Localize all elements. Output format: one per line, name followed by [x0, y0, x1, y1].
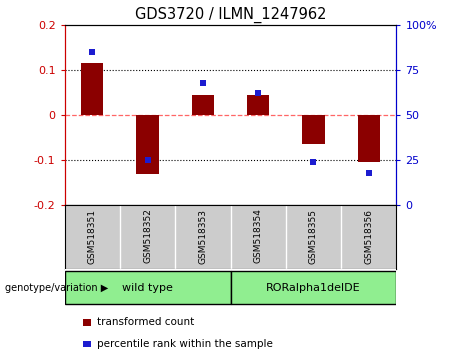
- Text: GSM518353: GSM518353: [198, 209, 207, 263]
- Point: [199, 80, 207, 85]
- Text: RORalpha1delDE: RORalpha1delDE: [266, 282, 361, 293]
- Point: [144, 157, 151, 163]
- Text: transformed count: transformed count: [97, 318, 194, 327]
- Bar: [358, 115, 380, 162]
- Point: [89, 49, 96, 55]
- Bar: [192, 95, 214, 115]
- Bar: [136, 115, 159, 174]
- Bar: [81, 63, 103, 115]
- Bar: [65, 271, 230, 304]
- Point: [310, 159, 317, 165]
- Point: [365, 170, 372, 176]
- Text: GSM518351: GSM518351: [88, 209, 97, 263]
- Text: GSM518355: GSM518355: [309, 209, 318, 263]
- Text: GSM518352: GSM518352: [143, 209, 152, 263]
- Bar: [302, 115, 325, 144]
- Text: GSM518354: GSM518354: [254, 209, 263, 263]
- Text: wild type: wild type: [122, 282, 173, 293]
- Point: [254, 91, 262, 96]
- Bar: [83, 341, 91, 347]
- Bar: [230, 271, 396, 304]
- Bar: [83, 319, 91, 326]
- Text: GSM518356: GSM518356: [364, 209, 373, 263]
- Text: percentile rank within the sample: percentile rank within the sample: [97, 339, 273, 349]
- Title: GDS3720 / ILMN_1247962: GDS3720 / ILMN_1247962: [135, 7, 326, 23]
- Text: genotype/variation ▶: genotype/variation ▶: [5, 282, 108, 293]
- Bar: [247, 95, 269, 115]
